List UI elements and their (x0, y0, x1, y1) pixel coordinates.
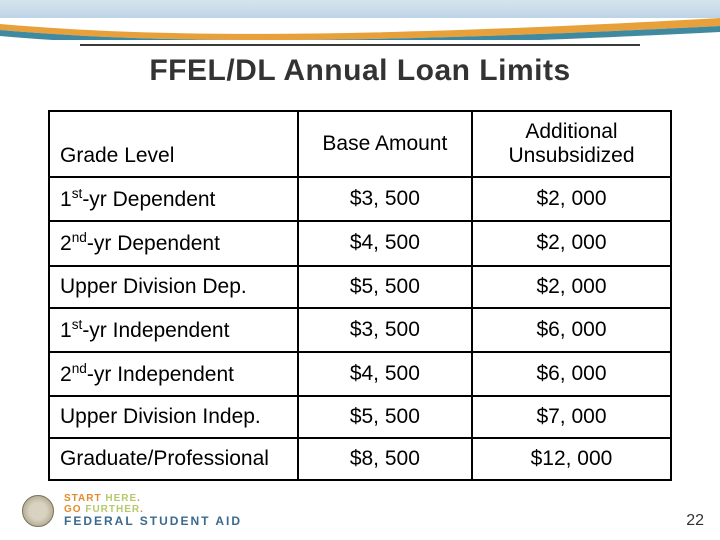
cell-additional-unsubsidized: $6, 000 (472, 352, 671, 396)
logo-word: GO (64, 504, 82, 515)
table-row: 1st-yr Dependent$3, 500$2, 000 (49, 177, 671, 221)
footer-logo: START HERE. GO FURTHER. FEDERAL STUDENT … (22, 494, 242, 528)
logo-word: HERE (105, 493, 137, 504)
cell-grade-level: Graduate/Professional (49, 438, 298, 480)
page-number: 22 (686, 512, 704, 530)
logo-word: START (64, 493, 102, 504)
cell-grade-level: 2nd-yr Independent (49, 352, 298, 396)
table-row: 2nd-yr Independent$4, 500$6, 000 (49, 352, 671, 396)
logo-sep: . (137, 493, 141, 504)
cell-grade-level: Upper Division Indep. (49, 396, 298, 438)
cell-base-amount: $3, 500 (298, 177, 472, 221)
logo-text: START HERE. GO FURTHER. FEDERAL STUDENT … (64, 494, 242, 528)
header-swoosh (0, 18, 720, 40)
cell-additional-unsubsidized: $2, 000 (472, 221, 671, 265)
cell-base-amount: $5, 500 (298, 396, 472, 438)
cell-additional-unsubsidized: $7, 000 (472, 396, 671, 438)
cell-additional-unsubsidized: $6, 000 (472, 308, 671, 352)
cell-base-amount: $4, 500 (298, 352, 472, 396)
table-row: Upper Division Indep.$5, 500$7, 000 (49, 396, 671, 438)
slide: FFEL/DL Annual Loan Limits Grade Level B… (0, 0, 720, 540)
header-band (0, 0, 720, 18)
table-row: 2nd-yr Dependent$4, 500$2, 000 (49, 221, 671, 265)
table-row: 1st-yr Independent$3, 500$6, 000 (49, 308, 671, 352)
cell-additional-unsubsidized: $2, 000 (472, 266, 671, 308)
logo-brand: FEDERAL STUDENT AID (64, 515, 242, 528)
page-title: FFEL/DL Annual Loan Limits (0, 54, 720, 88)
loan-limits-table: Grade Level Base Amount Additional Unsub… (48, 110, 672, 481)
cell-additional-unsubsidized: $2, 000 (472, 177, 671, 221)
cell-base-amount: $4, 500 (298, 221, 472, 265)
col-header-grade-level: Grade Level (49, 111, 298, 177)
table-row: Graduate/Professional$8, 500$12, 000 (49, 438, 671, 480)
logo-word: FURTHER (85, 504, 140, 515)
cell-base-amount: $5, 500 (298, 266, 472, 308)
col-header-base: Base Amount (298, 111, 472, 177)
cell-additional-unsubsidized: $12, 000 (472, 438, 671, 480)
cell-base-amount: $8, 500 (298, 438, 472, 480)
logo-sep: . (140, 504, 144, 515)
table-body: 1st-yr Dependent$3, 500$2, 0002nd-yr Dep… (49, 177, 671, 480)
cell-grade-level: 1st-yr Independent (49, 308, 298, 352)
horizontal-rule (80, 44, 640, 46)
table-row: Upper Division Dep.$5, 500$2, 000 (49, 266, 671, 308)
seal-icon (22, 495, 54, 527)
cell-grade-level: 1st-yr Dependent (49, 177, 298, 221)
col-header-additional: Additional Unsubsidized (472, 111, 671, 177)
loan-limits-table-wrap: Grade Level Base Amount Additional Unsub… (48, 110, 672, 481)
cell-base-amount: $3, 500 (298, 308, 472, 352)
cell-grade-level: 2nd-yr Dependent (49, 221, 298, 265)
cell-grade-level: Upper Division Dep. (49, 266, 298, 308)
table-header-row: Grade Level Base Amount Additional Unsub… (49, 111, 671, 177)
